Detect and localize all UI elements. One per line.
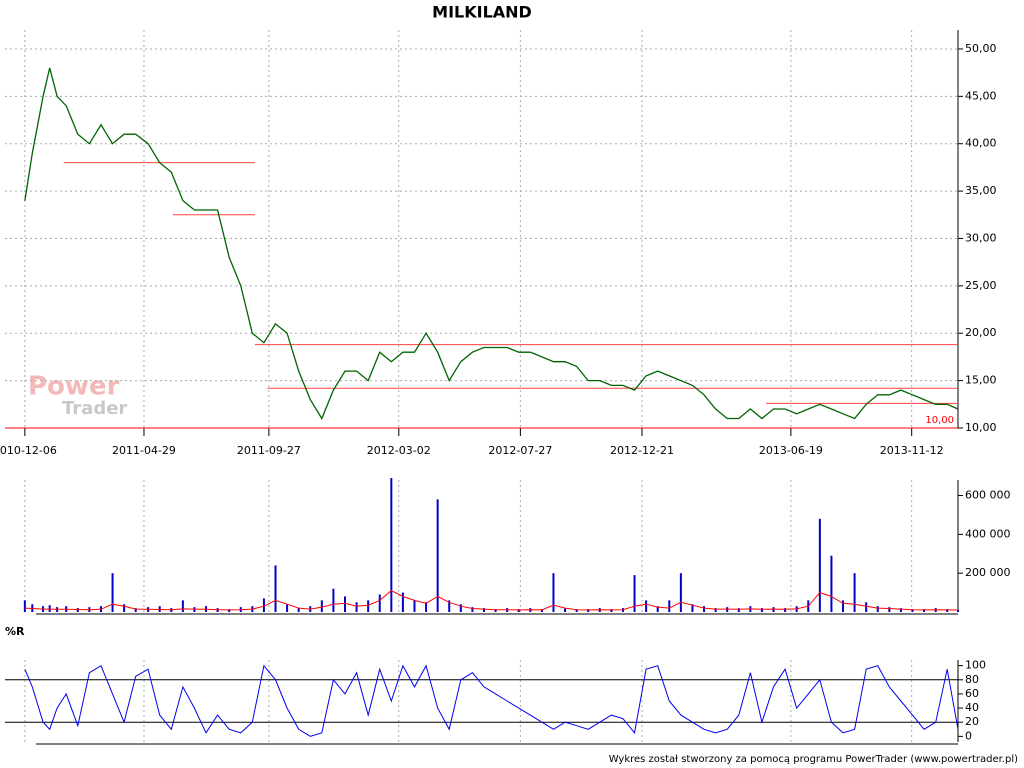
chart-title: MILKILAND bbox=[432, 3, 532, 22]
logo-top: Power bbox=[28, 372, 120, 402]
bar bbox=[378, 594, 381, 612]
bar bbox=[564, 608, 567, 612]
x-tick-label: 2011-04-29 bbox=[112, 444, 176, 457]
panel-title: %R bbox=[5, 625, 25, 638]
bar bbox=[471, 607, 474, 612]
y-tick-label: 50,00 bbox=[965, 42, 997, 55]
bar bbox=[923, 609, 926, 612]
data-line bbox=[24, 67, 959, 420]
bar bbox=[691, 604, 694, 612]
bar bbox=[181, 600, 184, 612]
bar bbox=[784, 608, 787, 612]
bar bbox=[668, 600, 671, 612]
bar bbox=[842, 600, 845, 612]
bar bbox=[23, 600, 26, 612]
bar bbox=[286, 604, 289, 612]
footer: Wykres został stworzony za pomocą progra… bbox=[609, 754, 1018, 765]
bar bbox=[274, 565, 277, 612]
y-tick-label: 0 bbox=[965, 729, 972, 742]
x-tick-label: 2013-06-19 bbox=[759, 444, 823, 457]
y-tick-label: 600 000 bbox=[965, 489, 1011, 502]
logo-bottom: Trader bbox=[62, 398, 127, 419]
bar bbox=[830, 555, 833, 612]
bar bbox=[587, 609, 590, 612]
bar bbox=[656, 606, 659, 612]
bar bbox=[134, 608, 137, 612]
bar bbox=[228, 609, 231, 612]
bar bbox=[390, 478, 393, 612]
bar bbox=[552, 573, 555, 612]
x-tick-label: 2010-12-06 bbox=[0, 444, 57, 457]
bar bbox=[853, 573, 856, 612]
bar bbox=[703, 606, 706, 612]
bar bbox=[482, 608, 485, 612]
y-tick-label: 20,00 bbox=[965, 326, 997, 339]
bar bbox=[111, 573, 114, 612]
bar bbox=[367, 600, 370, 612]
data-line bbox=[24, 664, 959, 737]
x-tick-label: 2013-11-12 bbox=[880, 444, 944, 457]
bar bbox=[737, 608, 740, 612]
bar bbox=[610, 609, 613, 612]
bar bbox=[911, 609, 914, 612]
y-tick-label: 45,00 bbox=[965, 89, 997, 102]
bar bbox=[413, 600, 416, 612]
bar bbox=[448, 600, 451, 612]
bar bbox=[355, 602, 358, 612]
bar bbox=[714, 608, 717, 612]
y-tick-label: 25,00 bbox=[965, 279, 997, 292]
bar bbox=[297, 608, 300, 612]
y-tick-label: 35,00 bbox=[965, 184, 997, 197]
bar bbox=[946, 609, 949, 612]
bar bbox=[876, 606, 879, 612]
bar bbox=[575, 609, 578, 612]
y-tick-label: 10,00 bbox=[965, 421, 997, 434]
x-tick-label: 2011-09-27 bbox=[237, 444, 301, 457]
data-line bbox=[24, 590, 959, 611]
y-tick-label: 20 bbox=[965, 715, 979, 728]
bar bbox=[344, 596, 347, 612]
bar bbox=[633, 575, 636, 612]
bar bbox=[123, 604, 126, 612]
bar bbox=[332, 588, 335, 612]
bar bbox=[760, 608, 763, 612]
bar bbox=[401, 592, 404, 612]
bar bbox=[459, 604, 462, 612]
y-tick-label: 15,00 bbox=[965, 374, 997, 387]
y-tick-label: 200 000 bbox=[965, 566, 1011, 579]
y-tick-label: 400 000 bbox=[965, 527, 1011, 540]
y-tick-label: 40 bbox=[965, 701, 979, 714]
bar bbox=[517, 609, 520, 612]
bar bbox=[540, 609, 543, 612]
bar bbox=[494, 609, 497, 612]
bar bbox=[320, 600, 323, 612]
bar bbox=[679, 573, 682, 612]
bar bbox=[645, 600, 648, 612]
x-tick-label: 2012-07-27 bbox=[488, 444, 552, 457]
x-tick-label: 2012-03-02 bbox=[367, 444, 431, 457]
y-tick-label: 60 bbox=[965, 687, 979, 700]
y-tick-label: 80 bbox=[965, 673, 979, 686]
y-tick-label: 30,00 bbox=[965, 231, 997, 244]
bar bbox=[865, 602, 868, 612]
x-tick-label: 2012-12-21 bbox=[610, 444, 674, 457]
bar bbox=[899, 608, 902, 612]
level-label: 10,00 bbox=[925, 415, 954, 426]
y-tick-label: 40,00 bbox=[965, 137, 997, 150]
y-tick-label: 100 bbox=[965, 659, 986, 672]
bar bbox=[76, 608, 79, 612]
bar bbox=[436, 499, 439, 612]
bar bbox=[262, 598, 265, 612]
bar bbox=[425, 602, 428, 612]
bar bbox=[818, 518, 821, 612]
bar bbox=[888, 607, 891, 612]
bar bbox=[957, 610, 959, 612]
